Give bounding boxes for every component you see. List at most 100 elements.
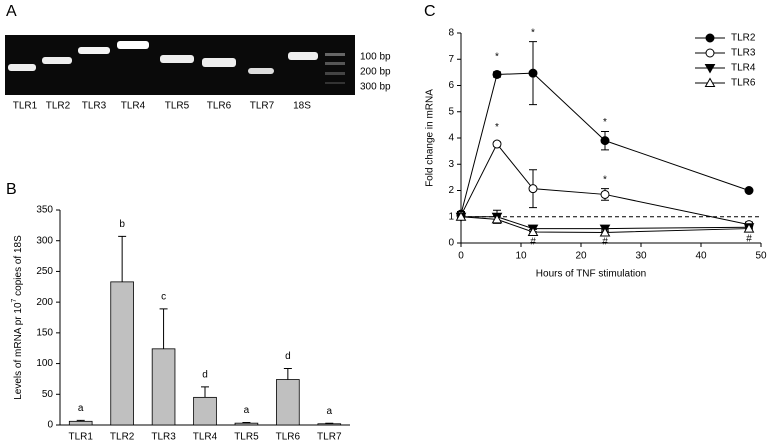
marker bbox=[491, 213, 503, 224]
y-tick-label: 100 bbox=[36, 358, 53, 369]
panel-label: B bbox=[6, 181, 17, 198]
annotation: b bbox=[119, 219, 125, 230]
legend-label: TLR3 bbox=[731, 48, 756, 59]
x-tick-label: 20 bbox=[575, 251, 587, 262]
annotation: # bbox=[746, 234, 752, 245]
lane-label: TLR3 bbox=[82, 101, 107, 112]
y-axis-label-part: copies of 18S bbox=[13, 235, 24, 299]
ladder-label: 200 bp bbox=[360, 67, 391, 78]
y-tick-label: 0 bbox=[448, 238, 454, 249]
marker bbox=[492, 139, 502, 149]
x-tick-label: 50 bbox=[755, 251, 767, 262]
x-tick-label: TLR3 bbox=[151, 432, 176, 441]
error-bar bbox=[283, 367, 292, 380]
lane-label: TLR2 bbox=[46, 101, 71, 112]
annotation: a bbox=[78, 403, 84, 414]
x-tick-label: TLR7 bbox=[317, 432, 342, 441]
y-tick-label: 5 bbox=[448, 106, 454, 117]
lane-label: 18S bbox=[293, 101, 311, 112]
marker bbox=[704, 64, 716, 74]
y-axis-label-part: 7 bbox=[11, 299, 18, 303]
error-bar bbox=[242, 422, 251, 424]
legend-label: TLR2 bbox=[731, 33, 756, 44]
x-tick-label: TLR4 bbox=[193, 432, 218, 441]
gel-image bbox=[5, 35, 355, 95]
marker bbox=[528, 68, 538, 78]
error-bar bbox=[76, 419, 85, 422]
y-tick-label: 4 bbox=[448, 133, 454, 144]
y-tick-label: 1 bbox=[448, 211, 454, 222]
marker bbox=[528, 184, 538, 194]
marker bbox=[599, 226, 611, 237]
y-tick-label: 2 bbox=[448, 185, 454, 196]
annotation: # bbox=[530, 236, 536, 247]
legend-label: TLR4 bbox=[731, 63, 756, 74]
marker bbox=[600, 189, 610, 199]
lane-label: TLR6 bbox=[207, 101, 232, 112]
lane-label: TLR7 bbox=[250, 101, 275, 112]
x-tick-label: TLR1 bbox=[68, 432, 93, 441]
bar bbox=[110, 281, 134, 426]
y-tick-label: 6 bbox=[448, 80, 454, 91]
y-tick-label: 350 bbox=[36, 205, 53, 216]
y-tick-label: 50 bbox=[42, 389, 54, 400]
annotation: * bbox=[495, 122, 499, 133]
annotation: * bbox=[495, 51, 499, 62]
lane-label: TLR1 bbox=[13, 101, 38, 112]
y-axis-label: Levels of mRNA pr 107 copies of 18S bbox=[11, 235, 23, 400]
marker bbox=[492, 69, 502, 79]
y-tick-label: 0 bbox=[47, 420, 53, 431]
panel-label: A bbox=[6, 3, 17, 20]
x-tick-label: 30 bbox=[635, 251, 647, 262]
ladder-label: 300 bp bbox=[360, 82, 391, 93]
marker bbox=[527, 226, 539, 236]
x-tick-label: 10 bbox=[515, 251, 527, 262]
y-tick-label: 150 bbox=[36, 327, 53, 338]
y-tick-label: 3 bbox=[448, 159, 454, 170]
ladder-label: 100 bp bbox=[360, 52, 391, 63]
x-tick-label: 40 bbox=[695, 251, 707, 262]
bar bbox=[68, 420, 93, 426]
marker bbox=[704, 77, 716, 87]
y-axis-label-part: Levels of mRNA pr 10 bbox=[13, 302, 24, 400]
annotation: * bbox=[531, 28, 535, 39]
y-tick-label: 200 bbox=[36, 297, 53, 308]
annotation: d bbox=[285, 351, 291, 362]
annotation: a bbox=[244, 405, 250, 416]
bar bbox=[276, 379, 300, 426]
marker bbox=[743, 223, 755, 233]
y-tick-label: 300 bbox=[36, 235, 53, 246]
lane-label: TLR5 bbox=[165, 101, 190, 112]
x-tick-label: 0 bbox=[458, 251, 464, 262]
y-tick-label: 7 bbox=[448, 54, 454, 65]
x-axis-label: Hours of TNF stimulation bbox=[536, 269, 646, 280]
annotation: c bbox=[161, 292, 166, 303]
marker bbox=[455, 211, 467, 221]
legend-label: TLR6 bbox=[731, 78, 756, 89]
annotation: # bbox=[602, 236, 608, 247]
bar bbox=[317, 423, 342, 426]
marker bbox=[705, 33, 715, 43]
x-tick-label: TLR6 bbox=[276, 432, 301, 441]
y-tick-label: 250 bbox=[36, 266, 53, 277]
marker bbox=[600, 136, 610, 146]
bar bbox=[234, 422, 259, 426]
error-bar bbox=[201, 386, 209, 398]
annotation: a bbox=[327, 406, 333, 417]
error-bar bbox=[159, 308, 168, 349]
annotation: * bbox=[603, 175, 607, 186]
annotation: d bbox=[202, 370, 208, 381]
bar bbox=[193, 396, 217, 426]
lane-label: TLR4 bbox=[121, 101, 146, 112]
annotation: * bbox=[603, 117, 607, 128]
y-tick-label: 8 bbox=[448, 28, 454, 39]
x-tick-label: TLR2 bbox=[110, 432, 135, 441]
y-axis-label: Fold change in mRNA bbox=[425, 89, 436, 187]
marker bbox=[744, 186, 754, 195]
marker bbox=[705, 48, 715, 58]
x-tick-label: TLR5 bbox=[234, 432, 259, 441]
panel-label: C bbox=[424, 3, 436, 20]
error-bar bbox=[118, 235, 127, 282]
bar bbox=[151, 348, 176, 426]
